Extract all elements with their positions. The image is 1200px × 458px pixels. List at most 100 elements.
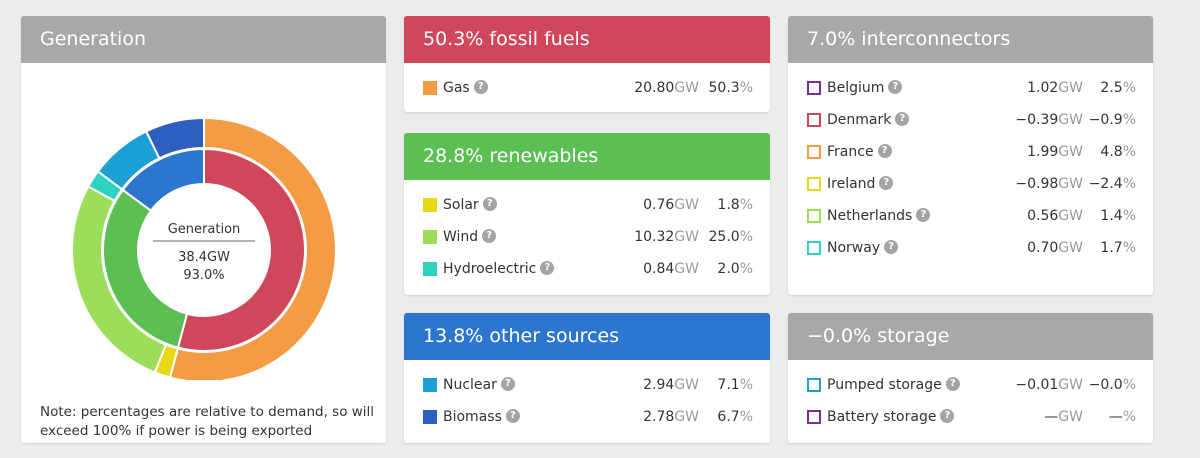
other-row-biomass: Biomass? 2.78GW 6.7% bbox=[404, 401, 770, 433]
pct-value: 6.7% bbox=[717, 401, 753, 433]
pct-number: 2.5 bbox=[1100, 80, 1123, 96]
gw-unit: GW bbox=[1058, 176, 1083, 192]
legend-swatch-hydroelectric bbox=[423, 262, 437, 276]
legend-swatch-biomass bbox=[423, 410, 437, 424]
pct-unit: % bbox=[739, 409, 753, 425]
gw-value: 10.32GW bbox=[634, 221, 699, 253]
legend-swatch-gas bbox=[423, 81, 437, 95]
pct-value: —% bbox=[1109, 401, 1136, 433]
source-name: Netherlands? bbox=[827, 200, 931, 232]
pct-unit: % bbox=[739, 197, 753, 213]
source-name: Solar? bbox=[443, 189, 497, 221]
pct-unit: % bbox=[1122, 144, 1136, 160]
help-icon[interactable]: ? bbox=[482, 228, 497, 243]
gw-value: −0.01GW bbox=[1015, 369, 1083, 401]
help-icon[interactable]: ? bbox=[540, 260, 555, 275]
generation-note: Note: percentages are relative to demand… bbox=[40, 404, 375, 439]
pct-number: 1.7 bbox=[1100, 240, 1123, 256]
fossil-card: 50.3% fossil fuels Gas? 20.80GW 50.3% bbox=[404, 16, 770, 112]
donut-center-gw: 38.4GW bbox=[178, 250, 230, 265]
donut-slice-other-sources[interactable] bbox=[121, 147, 205, 213]
gw-number: 0.56 bbox=[1027, 208, 1059, 224]
pct-unit: % bbox=[1122, 112, 1136, 128]
other-rows: Nuclear? 2.94GW 7.1% Biomass? 2.78GW 6.7% bbox=[404, 360, 770, 433]
gw-unit: GW bbox=[1058, 240, 1083, 256]
gw-value: —GW bbox=[1044, 401, 1083, 433]
help-icon[interactable]: ? bbox=[916, 207, 931, 222]
source-label: Gas bbox=[443, 80, 470, 96]
donut-slice-fossil-fuels[interactable] bbox=[176, 147, 306, 352]
help-icon[interactable]: ? bbox=[945, 376, 960, 391]
source-label: Nuclear bbox=[443, 377, 497, 393]
pct-number: −0.0 bbox=[1088, 377, 1123, 393]
gw-value: −0.98GW bbox=[1015, 168, 1083, 200]
gw-number: 0.84 bbox=[643, 261, 675, 277]
gw-value: 1.02GW bbox=[1027, 72, 1083, 104]
gw-unit: GW bbox=[674, 409, 699, 425]
help-icon[interactable]: ? bbox=[877, 143, 892, 158]
source-name: Gas? bbox=[443, 72, 488, 104]
fossil-row-gas: Gas? 20.80GW 50.3% bbox=[404, 72, 770, 104]
help-icon[interactable]: ? bbox=[888, 79, 903, 94]
source-name: Pumped storage? bbox=[827, 369, 960, 401]
renewables-row-solar: Solar? 0.76GW 1.8% bbox=[404, 189, 770, 221]
gw-unit: GW bbox=[1058, 377, 1083, 393]
fossil-title: 50.3% fossil fuels bbox=[404, 16, 770, 63]
source-name: Denmark? bbox=[827, 104, 910, 136]
help-icon[interactable]: ? bbox=[505, 408, 520, 423]
source-name: Belgium? bbox=[827, 72, 903, 104]
pct-value: −0.0% bbox=[1089, 369, 1136, 401]
pct-unit: % bbox=[1122, 240, 1136, 256]
pct-value: 2.0% bbox=[717, 253, 753, 285]
source-label: Biomass bbox=[443, 409, 502, 425]
gw-unit: GW bbox=[1058, 208, 1083, 224]
gw-unit: GW bbox=[1058, 80, 1083, 96]
help-icon[interactable]: ? bbox=[940, 408, 955, 423]
source-label: Battery storage bbox=[827, 409, 937, 425]
legend-swatch-norway bbox=[807, 241, 821, 255]
legend-swatch-belgium bbox=[807, 81, 821, 95]
pct-number: 4.8 bbox=[1100, 144, 1123, 160]
gw-number: 0.76 bbox=[643, 197, 675, 213]
pct-unit: % bbox=[1122, 409, 1136, 425]
pct-number: 7.1 bbox=[717, 377, 740, 393]
gw-value: 0.70GW bbox=[1027, 232, 1083, 264]
help-icon[interactable]: ? bbox=[482, 196, 497, 211]
pct-unit: % bbox=[1122, 377, 1136, 393]
gw-number: −0.01 bbox=[1015, 377, 1059, 393]
donut-center-label: Generation bbox=[168, 222, 241, 237]
pct-value: 50.3% bbox=[709, 72, 753, 104]
legend-swatch-battery-storage bbox=[807, 410, 821, 424]
source-name: Wind? bbox=[443, 221, 497, 253]
generation-title: Generation bbox=[21, 16, 386, 63]
pct-unit: % bbox=[739, 261, 753, 277]
source-name: Ireland? bbox=[827, 168, 894, 200]
renewables-row-hydroelectric: Hydroelectric? 0.84GW 2.0% bbox=[404, 253, 770, 285]
pct-number: — bbox=[1108, 409, 1123, 425]
help-icon[interactable]: ? bbox=[500, 376, 515, 391]
storage-title: −0.0% storage bbox=[788, 313, 1153, 360]
help-icon[interactable]: ? bbox=[879, 175, 894, 190]
legend-swatch-netherlands bbox=[807, 209, 821, 223]
source-label: Belgium bbox=[827, 80, 885, 96]
help-icon[interactable]: ? bbox=[884, 239, 899, 254]
help-icon[interactable]: ? bbox=[473, 79, 488, 94]
storage-row-battery-storage: Battery storage? —GW —% bbox=[788, 401, 1153, 433]
legend-swatch-pumped-storage bbox=[807, 378, 821, 392]
storage-row-pumped-storage: Pumped storage? −0.01GW −0.0% bbox=[788, 369, 1153, 401]
source-name: Battery storage? bbox=[827, 401, 955, 433]
source-label: Wind bbox=[443, 229, 479, 245]
legend-swatch-solar bbox=[423, 198, 437, 212]
source-label: Denmark bbox=[827, 112, 892, 128]
pct-unit: % bbox=[739, 229, 753, 245]
pct-unit: % bbox=[1122, 80, 1136, 96]
gw-value: 0.76GW bbox=[643, 189, 699, 221]
other-title: 13.8% other sources bbox=[404, 313, 770, 360]
gw-unit: GW bbox=[674, 197, 699, 213]
gw-unit: GW bbox=[1058, 144, 1083, 160]
gw-number: 20.80 bbox=[634, 80, 675, 96]
help-icon[interactable]: ? bbox=[895, 111, 910, 126]
pct-number: 25.0 bbox=[708, 229, 740, 245]
donut-slice-renewables[interactable] bbox=[102, 188, 189, 349]
pct-unit: % bbox=[1122, 208, 1136, 224]
